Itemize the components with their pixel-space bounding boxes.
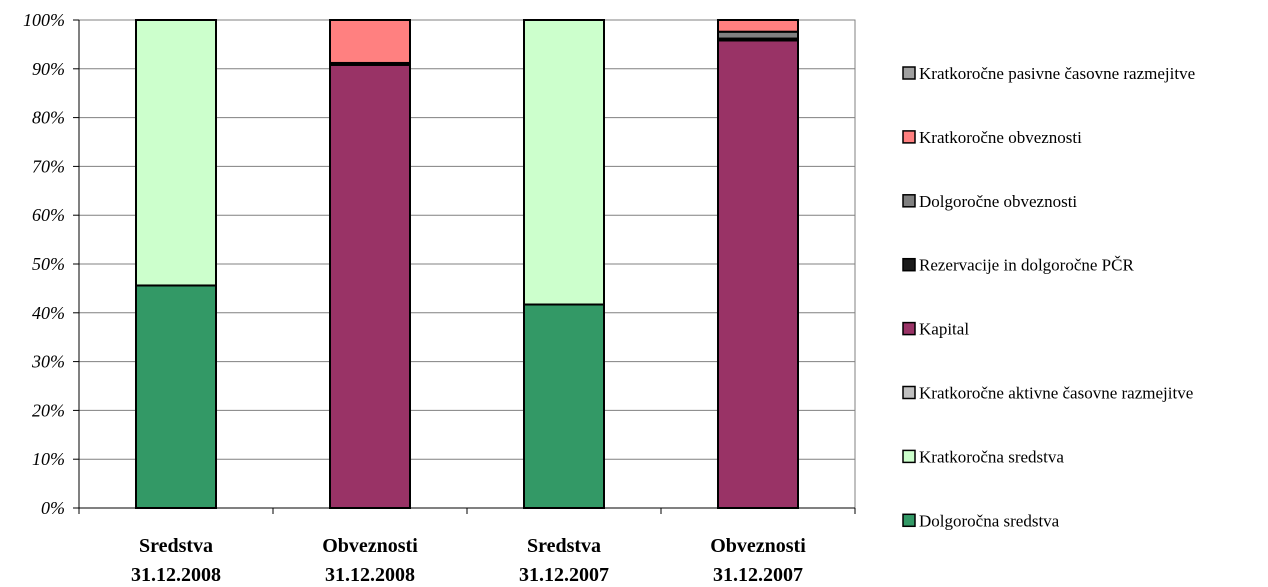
y-tick-label: 40%: [32, 303, 65, 323]
x-category-label: 31.12.2007: [519, 564, 609, 586]
legend-label: Kratkoročna sredstva: [919, 447, 1064, 466]
legend-label: Kratkoročne aktivne časovne razmejitve: [919, 384, 1193, 403]
legend-swatch: [902, 130, 916, 144]
y-tick-label: 10%: [32, 449, 65, 469]
y-tick-label: 0%: [41, 498, 65, 518]
bar-segment: [717, 39, 799, 509]
axes: [73, 19, 856, 514]
x-category-label: Obveznosti: [710, 535, 806, 557]
legend-label: Dolgoročne obveznosti: [919, 192, 1077, 211]
bar-segment: [135, 284, 217, 509]
bar-segment: [523, 303, 605, 509]
bar-segment: [135, 19, 217, 287]
legend-label: Kratkoročne pasivne časovne razmejitve: [919, 64, 1195, 83]
legend: Kratkoročne pasivne časovne razmejitve Kr…: [902, 64, 1195, 530]
x-category-label: 31.12.2007: [713, 564, 803, 586]
x-category-label: 31.12.2008: [325, 564, 415, 586]
x-axis-category-labels: Sredstva 31.12.2008 Obveznosti 31.12.2008 Sr…: [131, 535, 806, 586]
legend-swatch: [902, 257, 916, 272]
bar-segment: [329, 19, 411, 64]
bars: [135, 19, 799, 510]
bar-segment: [717, 30, 799, 40]
legend-swatch: [902, 321, 916, 336]
bar-segment: [717, 19, 799, 33]
bar-segment: [329, 63, 411, 510]
legend-swatch: [902, 513, 916, 528]
y-axis-tick-labels: 0% 10% 20% 30% 40% 50% 60% 70% 80% 90% 100%: [23, 10, 65, 518]
y-tick-label: 30%: [31, 352, 65, 372]
y-tick-label: 90%: [32, 59, 65, 79]
y-tick-label: 70%: [32, 156, 65, 176]
legend-swatch: [902, 66, 916, 80]
legend-label: Rezervacije in dolgoročne PČR: [919, 256, 1134, 275]
legend-label: Dolgoročna sredstva: [919, 511, 1060, 530]
x-category-label: Obveznosti: [322, 535, 418, 557]
x-category-label: Sredstva: [527, 535, 601, 557]
y-tick-label: 100%: [23, 10, 65, 30]
y-tick-label: 60%: [32, 205, 65, 225]
legend-swatch: [902, 449, 916, 464]
legend-label: Kapital: [919, 320, 969, 339]
y-tick-label: 80%: [32, 108, 65, 128]
x-category-label: Sredstva: [139, 535, 213, 557]
bar-segment: [523, 19, 605, 306]
y-tick-label: 20%: [32, 400, 65, 420]
x-category-label: 31.12.2008: [131, 564, 221, 586]
legend-label: Kratkoročne obveznosti: [919, 128, 1082, 147]
y-tick-label: 50%: [32, 254, 65, 274]
legend-swatch: [902, 194, 916, 208]
legend-swatch: [902, 385, 916, 400]
